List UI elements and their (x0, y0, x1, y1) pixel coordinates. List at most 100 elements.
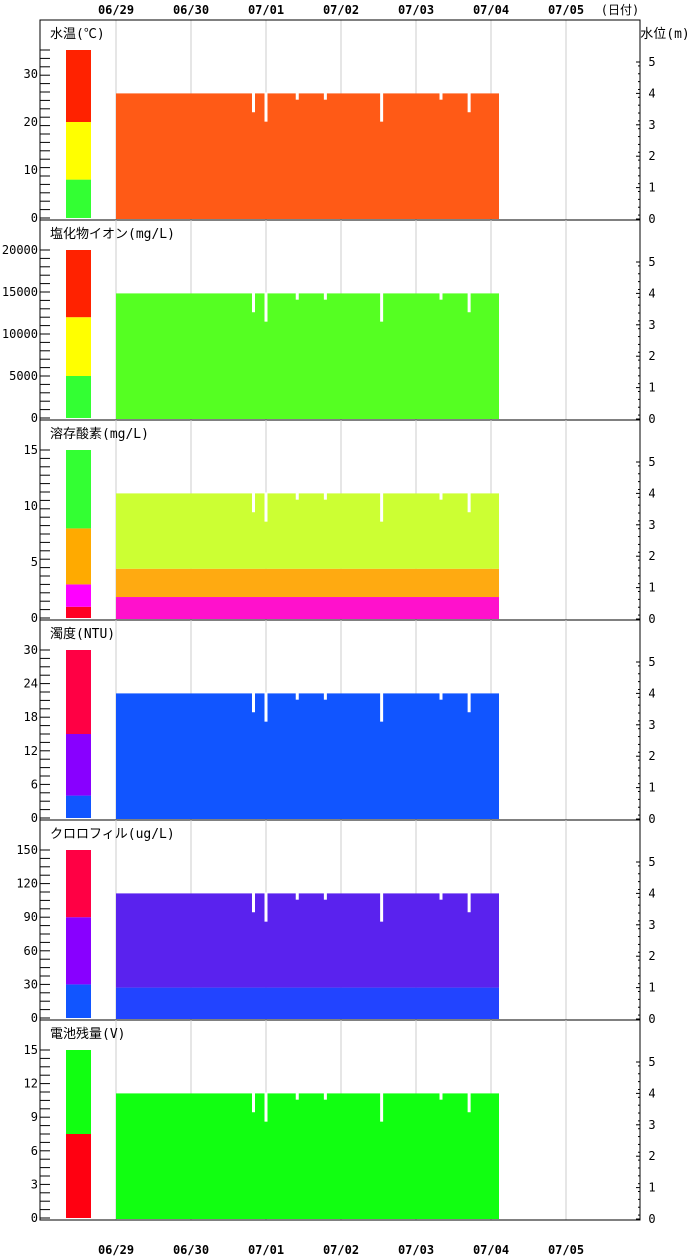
colorbar-segment (66, 50, 91, 122)
left-tick-label: 120 (16, 877, 38, 891)
colorbar-segment (66, 584, 91, 607)
water-level-dip (467, 292, 471, 313)
colorbar-segment (66, 850, 91, 918)
water-level-dip (323, 92, 327, 100)
data-fill-band (116, 1093, 499, 1219)
panel-title: 濁度(NTU) (50, 626, 115, 642)
left-tick-label: 0 (31, 411, 38, 425)
left-tick-label: 12 (24, 1077, 38, 1091)
panel-title: 溶存酸素(mg/L) (50, 427, 149, 442)
footer-date-label: 07/01 (248, 1243, 284, 1257)
left-tick-label: 150 (16, 843, 38, 857)
right-tick-label: 4 (648, 886, 655, 900)
water-level-dip (264, 1092, 268, 1122)
right-tick-label: 3 (648, 118, 655, 132)
water-level-dip (467, 692, 471, 713)
left-tick-label: 0 (31, 211, 38, 225)
water-level-dip (295, 892, 299, 900)
right-tick-label: 3 (648, 718, 655, 732)
right-tick-label: 4 (648, 686, 655, 700)
water-level-dip (264, 492, 268, 522)
left-tick-label: 0 (31, 1011, 38, 1025)
header-date-label: 07/02 (323, 3, 359, 17)
left-tick-label: 30 (24, 67, 38, 81)
data-fill-band (116, 568, 499, 598)
water-level-dip (264, 292, 268, 322)
left-tick-label: 0 (31, 811, 38, 825)
header-date-label: 06/29 (98, 3, 134, 17)
right-tick-label: 5 (648, 655, 655, 669)
left-tick-label: 90 (24, 910, 38, 924)
right-tick-label: 0 (648, 1012, 655, 1026)
colorbar-segment (66, 317, 91, 376)
right-tick-label: 5 (648, 1055, 655, 1069)
water-level-dip (323, 892, 327, 900)
water-level-dip (439, 1092, 443, 1100)
header-unit-label: (日付) (601, 3, 639, 17)
data-fill-band (116, 893, 499, 988)
left-tick-label: 20000 (2, 243, 38, 257)
water-level-dip (252, 692, 255, 713)
panel-title: クロロフィル(ug/L) (50, 827, 175, 842)
left-tick-label: 5000 (9, 369, 38, 383)
right-tick-label: 3 (648, 1118, 655, 1132)
header-date-label: 07/03 (398, 3, 434, 17)
footer-date-label: 07/04 (473, 1243, 509, 1257)
right-tick-label: 2 (648, 549, 655, 563)
colorbar-segment (66, 450, 91, 529)
colorbar-segment (66, 734, 91, 796)
right-tick-label: 5 (648, 55, 655, 69)
water-level-dip (380, 292, 384, 322)
right-tick-label: 2 (648, 149, 655, 163)
water-level-dip (380, 692, 384, 722)
right-tick-label: 5 (648, 855, 655, 869)
right-tick-label: 3 (648, 518, 655, 532)
water-level-dip (295, 92, 299, 100)
water-level-dip (439, 692, 443, 700)
left-tick-label: 0 (31, 1211, 38, 1225)
right-tick-label: 4 (648, 286, 655, 300)
left-tick-label: 12 (24, 744, 38, 758)
water-level-dip (439, 292, 443, 300)
right-tick-label: 1 (648, 381, 655, 395)
header-date-label: 07/01 (248, 3, 284, 17)
left-tick-label: 24 (24, 677, 38, 691)
right-tick-label: 2 (648, 949, 655, 963)
colorbar-segment (66, 179, 91, 218)
water-level-dip (323, 292, 327, 300)
water-level-dip (264, 692, 268, 722)
left-tick-label: 20 (24, 115, 38, 129)
left-tick-label: 10 (24, 163, 38, 177)
water-level-dip (380, 892, 384, 922)
right-tick-label: 0 (648, 612, 655, 626)
right-tick-label: 2 (648, 349, 655, 363)
right-tick-label: 5 (648, 255, 655, 269)
colorbar-segment (66, 528, 91, 585)
water-level-dip (467, 1092, 471, 1113)
water-level-dip (264, 92, 268, 122)
data-fill-band (116, 987, 499, 1019)
left-tick-label: 30 (24, 643, 38, 657)
water-level-dip (467, 92, 471, 113)
data-fill-band (116, 597, 499, 619)
panel-title: 水温(℃) (50, 27, 105, 42)
right-tick-label: 2 (648, 1149, 655, 1163)
footer-date-label: 06/30 (173, 1243, 209, 1257)
colorbar-segment (66, 376, 91, 418)
water-level-dip (295, 692, 299, 700)
water-level-dip (323, 492, 327, 500)
colorbar-segment (66, 122, 91, 180)
water-level-dip (264, 892, 268, 922)
water-level-dip (380, 92, 384, 122)
colorbar-segment (66, 984, 91, 1018)
panel-title: 電池残量(V) (50, 1027, 125, 1042)
right-tick-label: 4 (648, 1086, 655, 1100)
left-tick-label: 15 (24, 1043, 38, 1057)
water-level-dip (252, 1092, 255, 1113)
water-level-dip (439, 492, 443, 500)
water-level-dip (295, 292, 299, 300)
footer-date-label: 07/05 (548, 1243, 584, 1257)
right-tick-label: 0 (648, 1212, 655, 1226)
right-tick-label: 0 (648, 212, 655, 226)
right-tick-label: 4 (648, 86, 655, 100)
